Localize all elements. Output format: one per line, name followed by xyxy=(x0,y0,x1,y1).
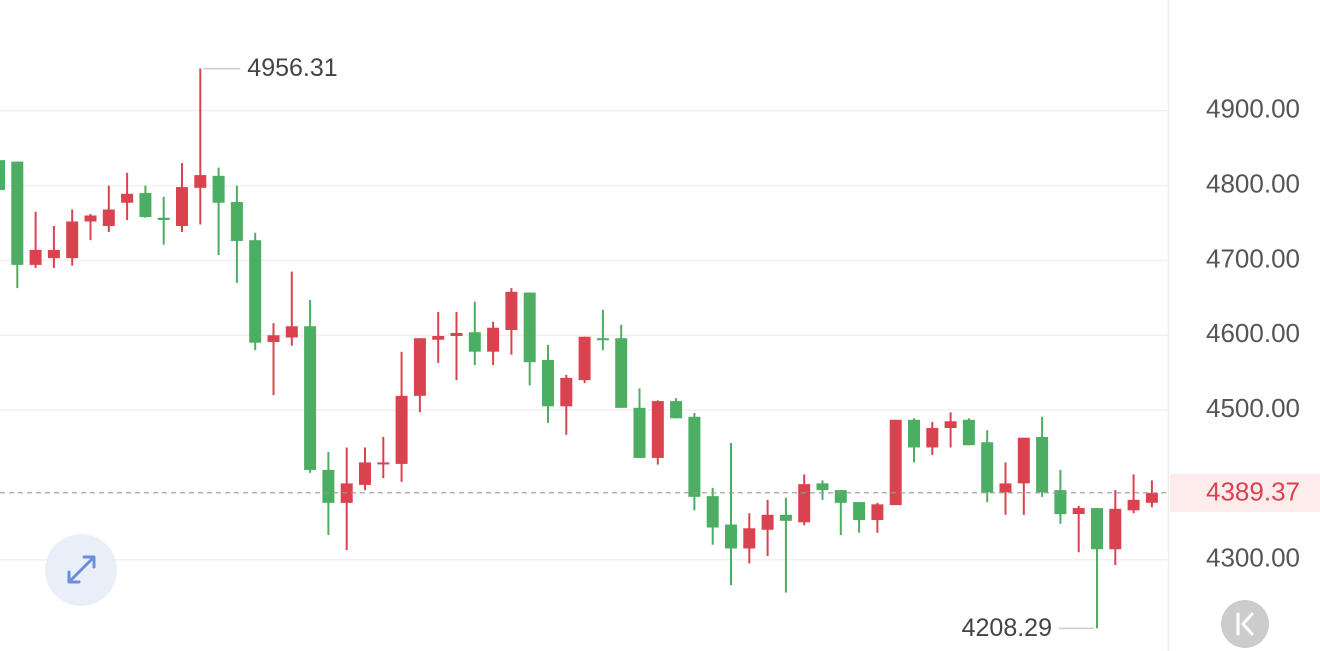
candle-body xyxy=(725,524,737,549)
candle-body xyxy=(816,483,829,491)
candle-body xyxy=(1145,492,1158,503)
candles xyxy=(0,68,1158,629)
candle-body xyxy=(66,221,79,259)
scroll-to-latest-button[interactable] xyxy=(1221,600,1269,648)
last-price-bg xyxy=(1170,473,1320,512)
candle-body xyxy=(121,193,134,203)
candle-body xyxy=(359,462,371,485)
candle-body xyxy=(688,416,701,497)
candle-body xyxy=(633,407,646,458)
candle-body xyxy=(139,193,152,217)
candle-body xyxy=(1127,499,1140,511)
candle-body xyxy=(761,514,774,530)
candle-body xyxy=(1054,490,1067,515)
candle-body xyxy=(853,502,866,521)
candle-body xyxy=(176,187,188,226)
overlay: 4956.31 4208.29 4389.37 xyxy=(0,54,1320,642)
candle-body xyxy=(706,496,719,528)
candle-body xyxy=(999,483,1012,493)
candle-body xyxy=(395,395,408,464)
low-annotation: 4208.29 xyxy=(962,614,1052,642)
candle-body xyxy=(0,160,5,191)
candle-body xyxy=(1109,508,1122,550)
candle-body xyxy=(962,419,975,446)
scroll-icon xyxy=(1236,612,1254,636)
high-annotation: 4956.31 xyxy=(247,54,337,82)
y-tick-label: 4600.00 xyxy=(1206,318,1300,348)
candle-body xyxy=(47,249,60,259)
y-tick-label: 4900.00 xyxy=(1206,94,1300,124)
candle-body xyxy=(157,217,170,220)
candle-body xyxy=(1072,508,1085,515)
candle-body xyxy=(304,326,317,470)
candle-body xyxy=(944,421,957,429)
candle-body xyxy=(578,336,591,381)
expand-icon xyxy=(67,555,96,584)
candle-body xyxy=(560,377,573,407)
y-tick-label: 4700.00 xyxy=(1206,243,1300,273)
candle-body xyxy=(981,442,994,493)
last-price-label: 4389.37 xyxy=(1206,477,1300,507)
grid: 4300.00 4500.00 4600.00 4700.00 4800.00 4900.… xyxy=(0,94,1300,573)
candle-body xyxy=(377,462,390,465)
candle-body xyxy=(322,469,335,503)
candle-body xyxy=(651,401,664,458)
candle-body xyxy=(468,332,481,352)
candle-body xyxy=(84,215,97,222)
candle-body xyxy=(1017,437,1030,484)
y-tick-label: 4500.00 xyxy=(1206,393,1300,423)
candle-body xyxy=(542,359,554,407)
y-tick-label: 4800.00 xyxy=(1206,168,1300,198)
candle-body xyxy=(285,326,298,338)
candle-body xyxy=(871,504,884,521)
candle-body xyxy=(743,528,756,549)
candle-body xyxy=(505,291,518,330)
expand-button[interactable] xyxy=(45,534,117,606)
candle-body xyxy=(523,292,536,363)
candle-body xyxy=(834,490,847,503)
candle-body xyxy=(267,335,280,342)
candle-body xyxy=(249,240,262,343)
candle-body xyxy=(432,335,445,340)
candle-body xyxy=(230,202,243,241)
candle-body xyxy=(450,332,463,336)
candle-body xyxy=(413,338,426,396)
candle-body xyxy=(11,161,24,265)
candle-body xyxy=(194,175,207,188)
candle-body xyxy=(102,209,115,226)
candle-body xyxy=(596,338,609,341)
candle-body xyxy=(926,428,939,448)
candle-body xyxy=(487,327,500,352)
candle-body xyxy=(798,484,811,523)
candle-body xyxy=(29,249,42,265)
y-tick-label: 4300.00 xyxy=(1206,543,1300,573)
candle-body xyxy=(908,419,920,448)
candle-body xyxy=(212,175,225,203)
candle-body xyxy=(779,514,792,521)
candle-body xyxy=(1036,436,1049,493)
candle-body xyxy=(889,419,902,506)
candle-body xyxy=(1091,508,1103,550)
candle-body xyxy=(670,401,683,419)
candle-body xyxy=(615,338,628,408)
